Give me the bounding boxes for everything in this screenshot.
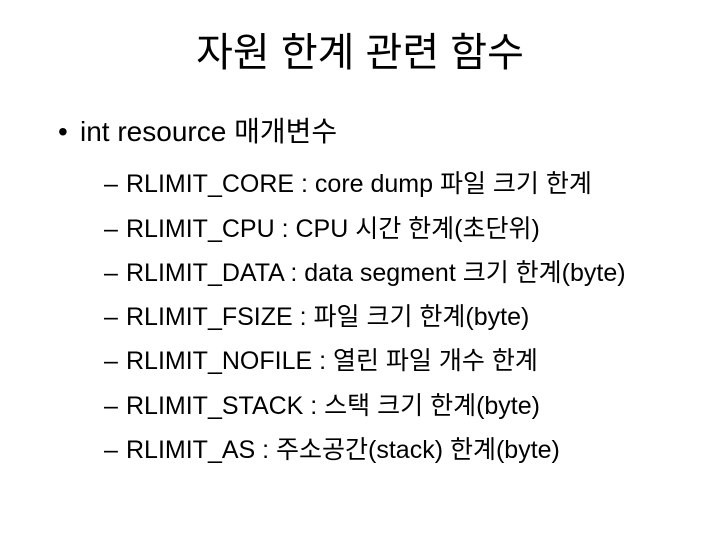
item-text: RLIMIT_AS : 주소공간(stack) 한계(byte) — [126, 436, 560, 464]
item-text: RLIMIT_CPU : CPU 시간 한계(초단위) — [126, 215, 540, 243]
list-item: –RLIMIT_STACK : 스택 크기 한계(byte) — [104, 388, 670, 424]
item-text: RLIMIT_STACK : 스택 크기 한계(byte) — [126, 392, 540, 420]
list-item: –RLIMIT_CORE : core dump 파일 크기 한계 — [104, 166, 670, 202]
dash-icon: – — [104, 432, 126, 468]
list-item: –RLIMIT_DATA : data segment 크기 한계(byte) — [104, 255, 670, 291]
item-text: RLIMIT_DATA : data segment 크기 한계(byte) — [126, 259, 626, 287]
item-text: RLIMIT_CORE : core dump 파일 크기 한계 — [126, 170, 592, 198]
dash-icon: – — [104, 166, 126, 202]
dash-icon: – — [104, 343, 126, 379]
list-item: –RLIMIT_FSIZE : 파일 크기 한계(byte) — [104, 299, 670, 335]
bullet-icon: • — [58, 114, 80, 150]
dash-icon: – — [104, 388, 126, 424]
dash-icon: – — [104, 211, 126, 247]
slide-title: 자원 한계 관련 함수 — [50, 20, 670, 78]
level1-item: •int resource 매개변수 — [50, 114, 670, 150]
dash-icon: – — [104, 299, 126, 335]
item-text: RLIMIT_FSIZE : 파일 크기 한계(byte) — [126, 303, 529, 331]
list-item: –RLIMIT_CPU : CPU 시간 한계(초단위) — [104, 211, 670, 247]
level2-list: –RLIMIT_CORE : core dump 파일 크기 한계 –RLIMI… — [50, 166, 670, 468]
list-item: –RLIMIT_NOFILE : 열린 파일 개수 한계 — [104, 343, 670, 379]
slide: 자원 한계 관련 함수 •int resource 매개변수 –RLIMIT_C… — [0, 0, 720, 540]
list-item: –RLIMIT_AS : 주소공간(stack) 한계(byte) — [104, 432, 670, 468]
item-text: RLIMIT_NOFILE : 열린 파일 개수 한계 — [126, 347, 538, 375]
level1-text: int resource 매개변수 — [80, 116, 337, 147]
dash-icon: – — [104, 255, 126, 291]
